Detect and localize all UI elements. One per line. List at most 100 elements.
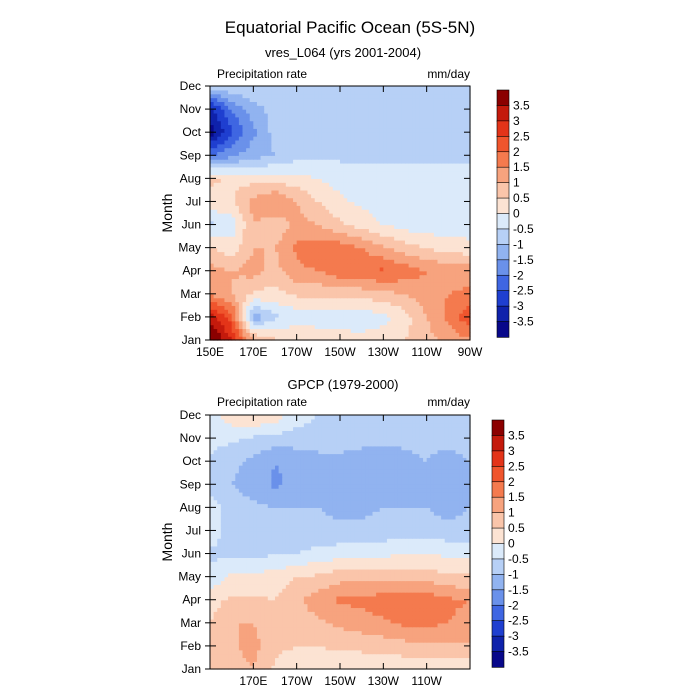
heatmap-cell [466, 109, 471, 114]
heatmap-cell [368, 220, 374, 226]
heatmap-cell [224, 305, 229, 310]
heatmap-cell [386, 132, 392, 137]
heatmap-cell [289, 155, 294, 160]
heatmap-cell [271, 89, 276, 95]
heatmap-cell [303, 159, 309, 164]
heatmap-cell [238, 243, 244, 249]
heatmap-cell [224, 182, 229, 187]
heatmap-cell [412, 209, 417, 214]
heatmap-cell [210, 665, 215, 670]
heatmap-cell [343, 332, 348, 337]
heatmap-cell [264, 332, 269, 337]
heatmap-cell [376, 155, 381, 160]
heatmap-cell [217, 270, 222, 276]
heatmap-cell [210, 278, 215, 283]
heatmap-cell [347, 213, 352, 218]
heatmap-cell [246, 336, 251, 341]
heatmap-cell [426, 186, 431, 191]
heatmap-cell [408, 305, 413, 310]
heatmap-cell [441, 251, 446, 256]
heatmap-cell [242, 147, 247, 153]
heatmap-cell [394, 274, 399, 280]
heatmap-cell [238, 286, 244, 291]
heatmap-cell [444, 270, 449, 276]
heatmap-cell [405, 309, 410, 314]
heatmap-cell [408, 239, 413, 245]
heatmap-cell [423, 86, 428, 91]
heatmap-cell [383, 120, 388, 126]
heatmap-cell [415, 89, 421, 95]
heatmap-cell [383, 224, 388, 229]
heatmap-cell [426, 182, 431, 187]
heatmap-cell [408, 143, 413, 149]
heatmap-cell [282, 97, 287, 102]
heatmap-cell [451, 151, 457, 156]
heatmap-cell [426, 232, 431, 237]
heatmap-cell [397, 178, 402, 183]
heatmap-cell [228, 105, 233, 110]
heatmap-cell [340, 286, 345, 291]
heatmap-cell [267, 93, 272, 99]
heatmap-cell [220, 143, 226, 149]
heatmap-cell [246, 132, 251, 137]
heatmap-cell [354, 301, 359, 306]
heatmap-cell [224, 232, 229, 237]
heatmap-cell [466, 197, 471, 203]
heatmap-cell [278, 86, 283, 91]
heatmap-cell [242, 112, 247, 118]
heatmap-cell [246, 313, 251, 318]
heatmap-cell [282, 109, 287, 114]
heatmap-cell [264, 328, 269, 333]
heatmap-cell [343, 661, 348, 666]
heatmap-cell [325, 259, 330, 264]
heatmap-cell [260, 251, 265, 256]
heatmap-cell [358, 278, 363, 283]
heatmap-cell [278, 128, 283, 133]
heatmap-cell [275, 320, 280, 326]
heatmap-cell [249, 665, 254, 670]
heatmap-cell [361, 109, 366, 114]
heatmap-cell [278, 228, 283, 233]
heatmap-cell [307, 174, 312, 179]
heatmap-cell [329, 120, 334, 126]
heatmap-cell [423, 136, 428, 141]
heatmap-cell [325, 247, 330, 253]
heatmap-cell [235, 657, 240, 662]
heatmap-cell [441, 159, 446, 164]
heatmap-cell [249, 282, 254, 287]
heatmap-cell [271, 332, 276, 337]
heatmap-cell [386, 282, 392, 287]
heatmap-cell [412, 155, 417, 160]
heatmap-cell [253, 216, 258, 222]
heatmap-cell [340, 332, 345, 337]
heatmap-cell [340, 297, 345, 303]
heatmap-cell [278, 120, 283, 126]
heatmap-cell [401, 232, 406, 237]
heatmap-cell [426, 136, 431, 141]
heatmap-cell [235, 282, 240, 287]
heatmap-cell [358, 89, 363, 95]
heatmap-cell [466, 186, 471, 191]
heatmap-cell [405, 661, 410, 666]
heatmap-cell [293, 105, 298, 110]
heatmap-cell [386, 661, 392, 666]
heatmap-cell [278, 97, 283, 102]
heatmap-cell [419, 189, 424, 195]
heatmap-cell [379, 278, 384, 283]
heatmap-cell [271, 159, 276, 164]
heatmap-cell [260, 120, 265, 126]
heatmap-cell [210, 209, 215, 214]
heatmap-cell [426, 197, 431, 203]
heatmap-cell [455, 105, 460, 110]
heatmap-cell [419, 105, 424, 110]
heatmap-cell [238, 232, 244, 237]
heatmap-cell [437, 143, 442, 149]
heatmap-cell [459, 86, 464, 91]
heatmap-cell [455, 232, 460, 237]
heatmap-cell [419, 120, 424, 126]
heatmap-cell [289, 266, 294, 272]
heatmap-cell [256, 297, 262, 303]
heatmap-cell [343, 128, 348, 133]
heatmap-cell [361, 228, 366, 233]
heatmap-cell [314, 216, 319, 222]
